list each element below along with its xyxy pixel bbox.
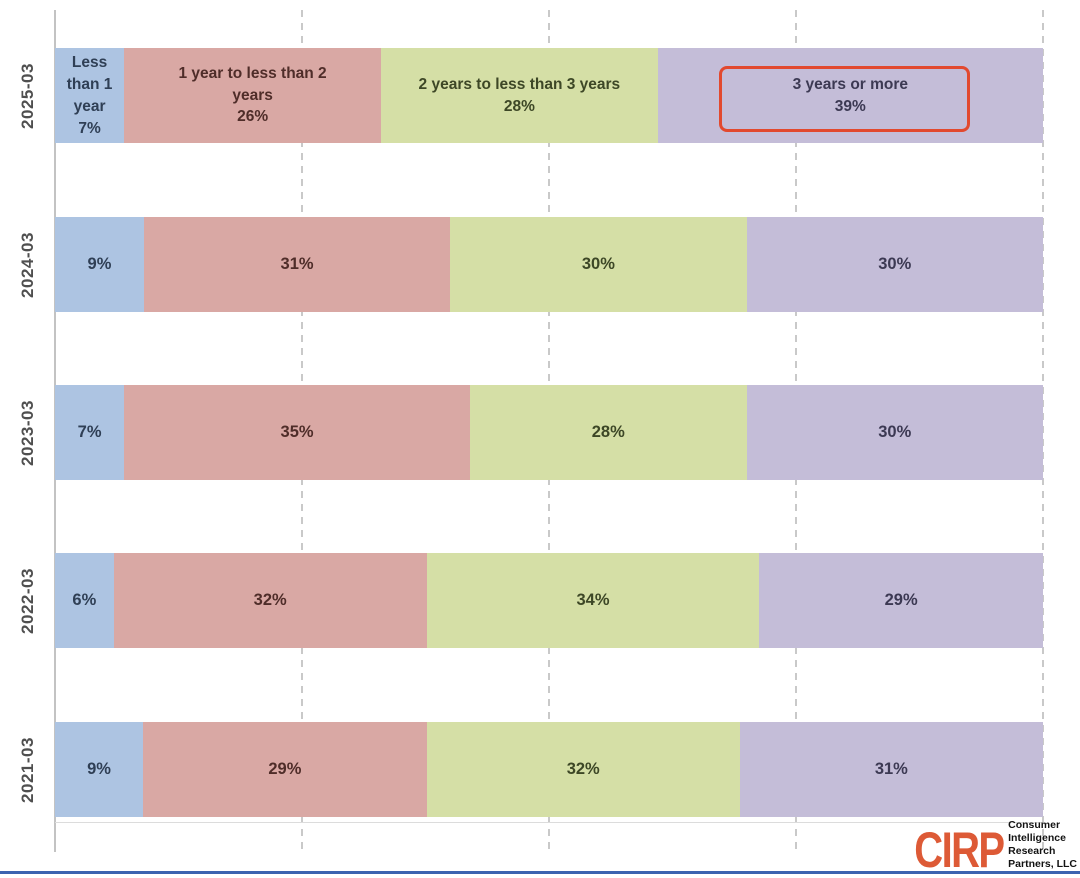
segment-label: 9% <box>87 254 112 273</box>
bar-segment: 31% <box>143 217 451 312</box>
bar-segment: 9% <box>55 722 144 817</box>
segment-label: 29% <box>884 590 918 609</box>
segment-label: 32% <box>253 590 287 609</box>
y-axis-label-2021-03: 2021-03 <box>0 722 55 817</box>
y-axis-label-2025-03: 2025-03 <box>0 48 55 143</box>
segment-label: 9% <box>87 759 111 778</box>
series-name-label: Less than 1 year <box>66 53 113 115</box>
bar-segment: 9% <box>55 217 144 312</box>
bottom-border-line <box>0 871 1080 874</box>
segment-label: 30% <box>878 422 912 441</box>
y-axis-label-text: 2022-03 <box>17 567 37 634</box>
value-label: 28% <box>503 97 535 115</box>
segment-label: 32% <box>566 759 600 778</box>
bar-segment: Less than 1 year 7% <box>55 48 125 143</box>
bar-row-2023-03: 7% 35% 28% 30% <box>55 385 1043 480</box>
value-label: 26% <box>237 108 269 126</box>
bar-row-2022-03: 6% 32% 34% 29% <box>55 553 1043 648</box>
bar-segment: 7% <box>55 385 125 480</box>
y-axis-label-2022-03: 2022-03 <box>0 553 55 648</box>
bar-segment: 30% <box>746 385 1043 480</box>
y-axis-label-2024-03: 2024-03 <box>0 217 55 312</box>
y-axis-label-2023-03: 2023-03 <box>0 385 55 480</box>
bar-segment: 34% <box>426 553 760 648</box>
bar-row-2025-03: Less than 1 year 7% 1 year to less than 2 … <box>55 48 1043 143</box>
segment-label: 29% <box>268 759 302 778</box>
segment-label: 28% <box>591 422 625 441</box>
segment-label: 35% <box>280 422 314 441</box>
tagline-line: Research <box>1008 845 1056 857</box>
bar-segment: 31% <box>739 722 1043 817</box>
tagline-line: Consumer <box>1008 819 1061 831</box>
cirp-tagline: Consumer Intelligence Research Partners,… <box>1008 819 1077 871</box>
bar-segment: 29% <box>759 553 1043 648</box>
series-name-label: 2 years to less than 3 years <box>418 75 621 93</box>
y-axis-label-text: 2024-03 <box>17 231 37 298</box>
series-name-label: 1 year to less than 2 years <box>178 64 327 104</box>
segment-label: 2 years to less than 3 years 28% <box>419 74 621 117</box>
segment-label: 30% <box>581 254 615 273</box>
bar-segment: 3 years or more 39% <box>657 48 1043 143</box>
y-axis-label-text: 2023-03 <box>17 399 37 466</box>
segment-label: 6% <box>72 590 97 609</box>
highlight-box <box>719 66 970 132</box>
value-label: 39% <box>834 97 866 115</box>
cirp-logo-text: CIRP <box>913 822 1005 878</box>
y-axis-label-text: 2021-03 <box>17 736 37 803</box>
bar-segment: 2 years to less than 3 years 28% <box>381 48 658 143</box>
y-axis-label-text: 2025-03 <box>17 62 37 129</box>
bar-segment: 35% <box>124 385 470 480</box>
cirp-logo: CIRP Consumer Intelligence Research Part… <box>892 819 1077 878</box>
segment-label: 1 year to less than 2 years 26% <box>168 63 338 128</box>
tagline-line: Intelligence <box>1008 832 1066 844</box>
bar-segment: 6% <box>55 553 114 648</box>
segment-label: 34% <box>576 590 610 609</box>
bar-segment: 29% <box>143 722 427 817</box>
segment-label: Less than 1 year 7% <box>55 52 124 140</box>
bar-row-2021-03: 9% 29% 32% 31% <box>55 722 1043 817</box>
tagline-line: Partners, LLC <box>1008 858 1077 870</box>
bar-segment: 32% <box>113 553 427 648</box>
segment-label: 3 years or more 39% <box>793 74 908 117</box>
segment-label: 30% <box>878 254 912 273</box>
bar-row-2024-03: 9% 31% 30% 30% <box>55 217 1043 312</box>
segment-label: 7% <box>77 422 102 441</box>
value-label: 7% <box>78 119 101 137</box>
segment-label: 31% <box>280 254 314 273</box>
bar-segment: 32% <box>426 722 740 817</box>
segment-label: 31% <box>874 759 908 778</box>
bar-segment: 30% <box>450 217 747 312</box>
bar-segment: 28% <box>469 385 747 480</box>
bar-segment: 30% <box>746 217 1043 312</box>
bar-segment: 1 year to less than 2 years 26% <box>124 48 382 143</box>
series-name-label: 3 years or more <box>792 75 909 93</box>
